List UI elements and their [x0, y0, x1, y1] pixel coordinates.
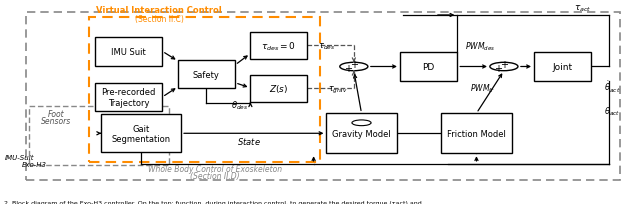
Text: Gait
Segmentation: Gait Segmentation [111, 124, 171, 143]
Bar [534, 53, 591, 81]
Text: Safety: Safety [193, 70, 220, 79]
Text: 2. Block diagram of the Exo-H3 controller. On the top: function, during interact: 2. Block diagram of the Exo-H3 controlle… [4, 201, 422, 204]
Text: $\theta_{act}$: $\theta_{act}$ [604, 105, 620, 118]
Text: IMU Suit: IMU Suit [111, 48, 146, 57]
Bar [177, 61, 235, 89]
Text: $\tau_{des}$: $\tau_{des}$ [317, 41, 335, 51]
Circle shape [340, 63, 368, 71]
Text: +: + [344, 64, 352, 74]
Text: Pre-recorded
Trajectory: Pre-recorded Trajectory [101, 88, 156, 107]
Text: (Section II.D): (Section II.D) [190, 171, 239, 180]
Text: Joint: Joint [552, 63, 573, 72]
Bar [326, 114, 397, 154]
Bar [26, 13, 620, 180]
Text: Friction Model: Friction Model [447, 129, 506, 138]
Text: $State$: $State$ [237, 136, 260, 147]
Bar [29, 106, 170, 165]
Text: $\tau_{act}$: $\tau_{act}$ [574, 3, 592, 14]
Text: $\tau_{des} = 0$: $\tau_{des} = 0$ [261, 40, 296, 52]
Text: +: + [494, 64, 502, 74]
Bar [89, 18, 320, 163]
Circle shape [352, 120, 371, 126]
Text: Virtual Interaction Control: Virtual Interaction Control [96, 6, 222, 15]
Text: $PWM_{fr}$: $PWM_{fr}$ [470, 82, 495, 95]
Text: $\dot{\theta}_{act}$: $\dot{\theta}_{act}$ [604, 79, 621, 94]
Bar [250, 75, 307, 103]
Bar [95, 38, 162, 66]
Bar [101, 115, 181, 153]
Bar [95, 83, 162, 112]
Text: Sensors: Sensors [41, 116, 72, 125]
Text: +: + [350, 60, 358, 70]
Text: Whole Body Control of Exoskeleton: Whole Body Control of Exoskeleton [148, 164, 282, 173]
Circle shape [490, 63, 518, 71]
Text: $PWM_{des}$: $PWM_{des}$ [465, 40, 495, 52]
Text: Exo-H3: Exo-H3 [21, 161, 47, 167]
Bar [250, 32, 307, 60]
Text: $Z(s)$: $Z(s)$ [269, 83, 288, 95]
Text: +: + [500, 60, 508, 70]
Text: (Section II.C): (Section II.C) [134, 15, 184, 24]
Text: Gravity Model: Gravity Model [332, 129, 391, 138]
Bar [442, 114, 511, 154]
Text: PD: PD [422, 63, 435, 72]
Text: Foot: Foot [48, 109, 65, 118]
Text: $\tau_{grav}$: $\tau_{grav}$ [328, 84, 348, 95]
Text: IMU-Suit: IMU-Suit [5, 154, 35, 160]
Text: $\theta_{des}$: $\theta_{des}$ [232, 99, 249, 111]
Bar [400, 53, 458, 81]
